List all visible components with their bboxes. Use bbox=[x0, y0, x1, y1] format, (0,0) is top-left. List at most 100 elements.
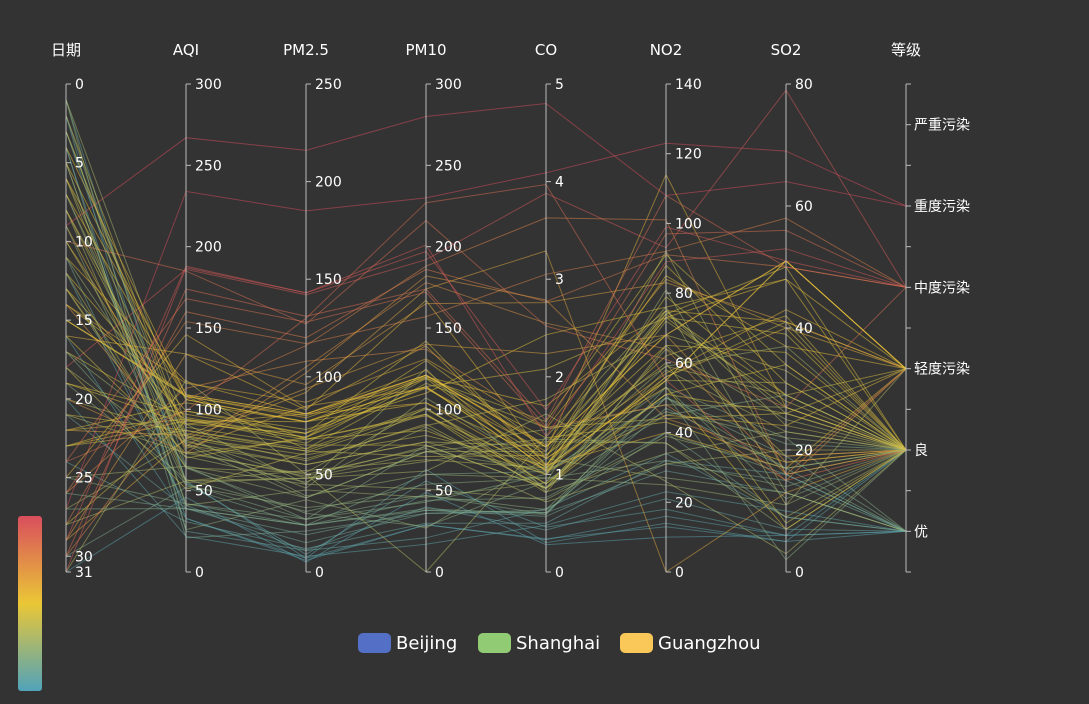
legend-swatch bbox=[358, 633, 391, 653]
tick-label: 15 bbox=[75, 313, 93, 329]
data-line[interactable] bbox=[65, 244, 907, 573]
data-line[interactable] bbox=[65, 306, 907, 573]
axis-name: NO2 bbox=[650, 41, 683, 59]
data-line[interactable] bbox=[65, 142, 907, 510]
data-line[interactable] bbox=[65, 266, 907, 451]
data-line[interactable] bbox=[65, 288, 907, 499]
data-line[interactable] bbox=[65, 295, 907, 526]
tick-label: 200 bbox=[435, 240, 462, 256]
tick-label: 250 bbox=[195, 158, 222, 174]
data-line[interactable] bbox=[65, 272, 907, 489]
axis-aqi[interactable]: AQI 0 50 100 150 200 250 300 bbox=[173, 41, 222, 581]
axis-name: AQI bbox=[173, 41, 199, 59]
visual-map-bar[interactable] bbox=[18, 516, 42, 691]
data-line[interactable] bbox=[65, 254, 907, 451]
data-line[interactable] bbox=[65, 219, 907, 408]
axis-pm10[interactable]: PM10 0 50 100 150 200 250 300 bbox=[405, 41, 461, 581]
axis-so2[interactable]: SO2 0 20 40 60 80 bbox=[771, 41, 813, 581]
legend-item-beijing[interactable]: Beijing bbox=[358, 633, 457, 654]
data-line[interactable] bbox=[65, 89, 907, 368]
data-line[interactable] bbox=[65, 348, 907, 494]
data-line[interactable] bbox=[65, 102, 907, 227]
data-line[interactable] bbox=[65, 194, 907, 557]
tick-label: 10 bbox=[75, 234, 93, 250]
data-line[interactable] bbox=[65, 229, 907, 463]
data-line[interactable] bbox=[65, 256, 907, 473]
data-line[interactable] bbox=[65, 193, 907, 469]
data-line[interactable] bbox=[65, 178, 907, 460]
legend-item-shanghai[interactable]: Shanghai bbox=[478, 633, 600, 654]
data-line[interactable] bbox=[65, 333, 907, 478]
data-line[interactable] bbox=[65, 414, 906, 503]
data-line[interactable] bbox=[65, 99, 907, 532]
data-line[interactable] bbox=[65, 254, 907, 526]
data-line[interactable] bbox=[65, 131, 907, 530]
tick-label: 0 bbox=[75, 77, 84, 93]
tick-label: 100 bbox=[675, 216, 702, 232]
tick-label: 20 bbox=[75, 392, 93, 408]
category-label: 中度污染 bbox=[914, 280, 970, 296]
data-line[interactable] bbox=[65, 374, 907, 463]
axis-co[interactable]: CO 0 1 2 3 4 5 bbox=[535, 41, 564, 581]
legend-swatch bbox=[620, 633, 653, 653]
tick-label: 250 bbox=[435, 158, 462, 174]
data-line[interactable] bbox=[65, 345, 907, 489]
series-guangzhou[interactable] bbox=[65, 99, 907, 573]
data-line[interactable] bbox=[65, 278, 907, 451]
tick-label: 1 bbox=[555, 467, 564, 483]
data-line[interactable] bbox=[65, 382, 907, 513]
data-line[interactable] bbox=[65, 320, 907, 476]
parallel-axes: 日期05101520253031AQI050100150200250300PM2… bbox=[51, 41, 970, 581]
data-line[interactable] bbox=[65, 241, 907, 471]
data-line[interactable] bbox=[65, 435, 907, 501]
tick-label: 0 bbox=[195, 565, 204, 581]
data-line[interactable] bbox=[65, 209, 907, 466]
data-line[interactable] bbox=[65, 491, 907, 573]
data-line[interactable] bbox=[65, 264, 907, 459]
data-line[interactable] bbox=[65, 217, 907, 557]
data-line[interactable] bbox=[65, 348, 907, 489]
data-line[interactable] bbox=[65, 278, 907, 467]
data-line[interactable] bbox=[65, 299, 907, 460]
tick-label: 80 bbox=[675, 286, 693, 302]
data-line[interactable] bbox=[65, 162, 907, 532]
series-shanghai[interactable] bbox=[65, 99, 907, 573]
data-line[interactable] bbox=[65, 414, 907, 544]
data-line[interactable] bbox=[65, 272, 907, 466]
data-line[interactable] bbox=[65, 173, 907, 452]
data-line[interactable] bbox=[65, 217, 907, 494]
data-line[interactable] bbox=[65, 250, 907, 573]
legend-item-guangzhou[interactable]: Guangzhou bbox=[620, 633, 761, 654]
tick-label: 20 bbox=[675, 495, 693, 511]
category-label: 优 bbox=[914, 524, 928, 540]
legend-label: Beijing bbox=[396, 633, 457, 654]
category-label: 重度污染 bbox=[914, 199, 970, 215]
data-line[interactable] bbox=[65, 379, 907, 490]
axis-name: PM10 bbox=[405, 41, 446, 59]
data-line[interactable] bbox=[65, 386, 907, 532]
data-line[interactable] bbox=[65, 398, 907, 557]
data-line[interactable] bbox=[65, 178, 907, 448]
data-line[interactable] bbox=[65, 209, 907, 489]
data-line[interactable] bbox=[65, 275, 907, 446]
tick-label: 31 bbox=[75, 565, 93, 581]
data-line[interactable] bbox=[65, 313, 907, 476]
axis-no2[interactable]: NO2 0 20 40 60 80 100 120 140 bbox=[650, 41, 702, 581]
data-line[interactable] bbox=[65, 335, 907, 561]
tick-label: 3 bbox=[555, 272, 564, 288]
data-line[interactable] bbox=[65, 225, 907, 511]
axis-dim-7[interactable]: 等级优 良 轻度污染 中度污染 重度污染 严重污染 bbox=[891, 41, 970, 573]
data-line[interactable] bbox=[65, 397, 907, 532]
data-line[interactable] bbox=[65, 344, 907, 494]
data-line[interactable] bbox=[65, 288, 907, 459]
axis-pm2-5[interactable]: PM2.5 0 50 100 150 200 250 bbox=[283, 41, 342, 581]
axis-name: 日期 bbox=[51, 41, 81, 59]
data-line[interactable] bbox=[65, 334, 907, 463]
data-line[interactable] bbox=[65, 441, 907, 526]
tick-label: 50 bbox=[315, 467, 333, 483]
tick-label: 0 bbox=[795, 565, 804, 581]
category-label: 严重污染 bbox=[914, 118, 970, 134]
